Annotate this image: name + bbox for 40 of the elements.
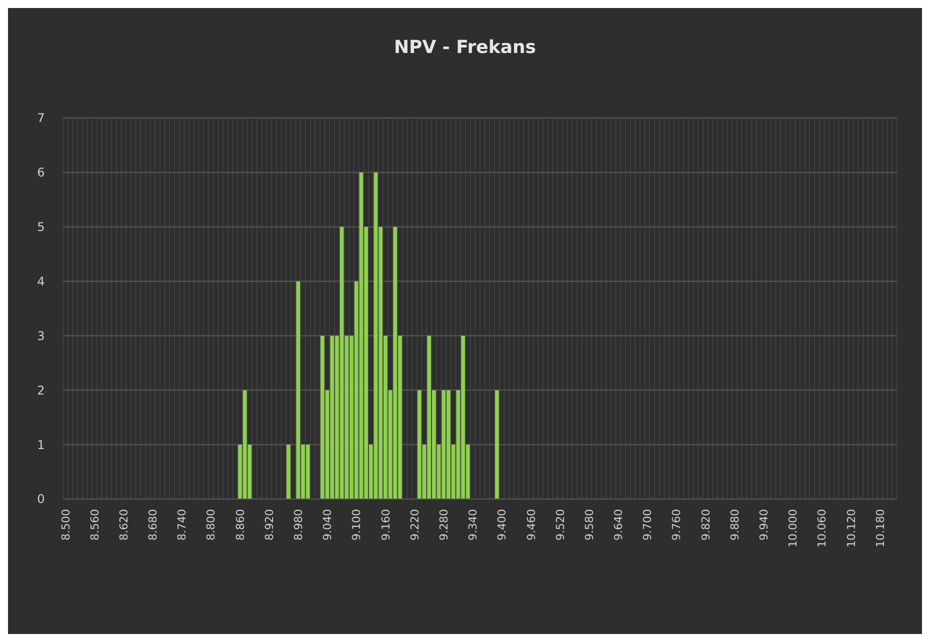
x-tick-label: 8.800 (204, 509, 218, 540)
x-tick-label: 9.460 (524, 509, 538, 540)
x-tick-label: 9.220 (408, 509, 422, 540)
y-tick-label: 7 (37, 111, 45, 126)
y-tick-label: 2 (37, 383, 45, 398)
x-tick-label: 8.560 (88, 509, 102, 540)
x-tick-label: 9.400 (496, 509, 509, 540)
x-tick-label: 9.820 (699, 509, 712, 540)
x-tick-label: 8.980 (292, 509, 306, 540)
x-tick-label: 8.500 (59, 509, 72, 540)
x-tick-label: 9.700 (641, 509, 654, 540)
x-tick-label: 10.180 (874, 509, 887, 548)
x-tick-label: 8.620 (117, 509, 130, 540)
y-tick-label: 3 (37, 328, 45, 343)
x-tick-label: 9.580 (582, 509, 596, 540)
bar (495, 390, 499, 499)
x-tick-label: 9.760 (670, 509, 684, 540)
x-tick-label: 9.940 (758, 509, 771, 540)
x-tick-label: 9.040 (321, 509, 334, 540)
y-tick-label: 1 (37, 438, 45, 452)
x-tick-label: 9.160 (379, 509, 392, 540)
x-tick-label: 8.920 (262, 509, 276, 540)
bar (286, 444, 290, 499)
x-tick-label: 9.880 (728, 509, 742, 540)
x-tick-label: 8.680 (146, 509, 160, 540)
x-tick-label: 9.280 (437, 509, 450, 540)
y-tick-label: 0 (37, 492, 45, 506)
x-tick-label: 9.640 (612, 509, 626, 540)
x-tick-label: 10.120 (844, 509, 858, 548)
x-tick-label: 10.060 (816, 509, 829, 548)
x-tick-label: 9.520 (554, 509, 567, 540)
y-tick-label: 4 (37, 274, 45, 288)
chart-title: NPV - Frekans (394, 37, 536, 58)
x-tick-label: 9.100 (350, 509, 364, 540)
x-tick-label: 8.740 (176, 509, 189, 540)
y-tick-label: 5 (37, 220, 45, 234)
y-tick-label: 6 (37, 166, 45, 180)
x-tick-label: 9.340 (466, 509, 480, 540)
x-tick-label: 10.000 (786, 509, 800, 548)
x-tick-label: 8.860 (234, 509, 247, 540)
